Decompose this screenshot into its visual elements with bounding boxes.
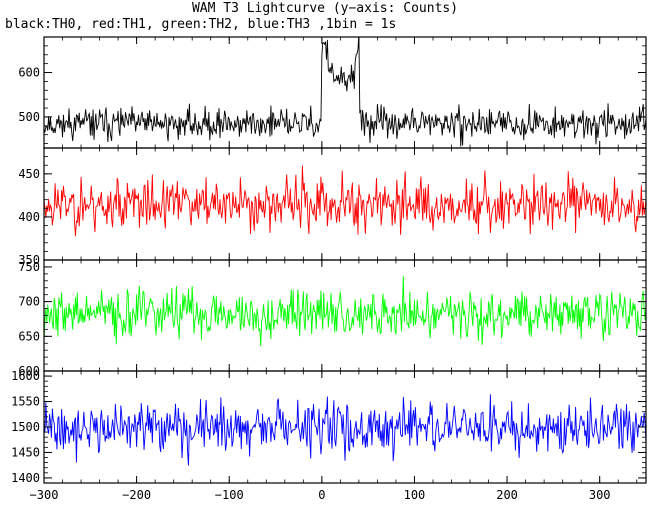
- y-tick-label: 350: [18, 253, 40, 267]
- panel-th1: 350 400 450: [18, 147, 647, 267]
- series-line-th3: [44, 394, 646, 466]
- y-tick-label: 1600: [11, 369, 40, 383]
- series-line-th0: [44, 37, 646, 147]
- y-tick-label: 700: [18, 295, 40, 309]
- y-tick-label: 450: [18, 167, 40, 181]
- x-tick-label: 100: [404, 488, 426, 502]
- y-tick-label: 600: [18, 364, 40, 378]
- series-line-th2: [44, 276, 646, 346]
- chart-subtitle: black:TH0, red:TH1, green:TH2, blue:TH3 …: [5, 17, 397, 32]
- x-tick-label: 300: [589, 488, 611, 502]
- panel-th3: 1400 1450 1500 1550 1600: [11, 369, 647, 485]
- x-tick-label: −200: [122, 488, 151, 502]
- y-tick-label: 1450: [11, 445, 40, 459]
- y-tick-label: 1550: [11, 395, 40, 409]
- y-tick-label: 1400: [11, 471, 40, 485]
- y-tick-label: 750: [18, 260, 40, 274]
- y-tick-label: 600: [18, 66, 40, 80]
- series-line-th1: [44, 165, 646, 237]
- panel-th0: 500 600: [18, 36, 647, 149]
- y-tick-label: 650: [18, 329, 40, 343]
- x-tick-label: 0: [318, 488, 325, 502]
- x-tick-label: −300: [30, 488, 59, 502]
- y-tick-label: 500: [18, 110, 40, 124]
- y-tick-label: 1500: [11, 420, 40, 434]
- y-tick-label: 400: [18, 210, 40, 224]
- x-tick-label: −100: [215, 488, 244, 502]
- panel-th2: 600 650 700 750: [18, 259, 647, 378]
- chart-title: WAM T3 Lightcurve (y−axis: Counts): [191, 1, 459, 16]
- x-tick-label: 200: [496, 488, 518, 502]
